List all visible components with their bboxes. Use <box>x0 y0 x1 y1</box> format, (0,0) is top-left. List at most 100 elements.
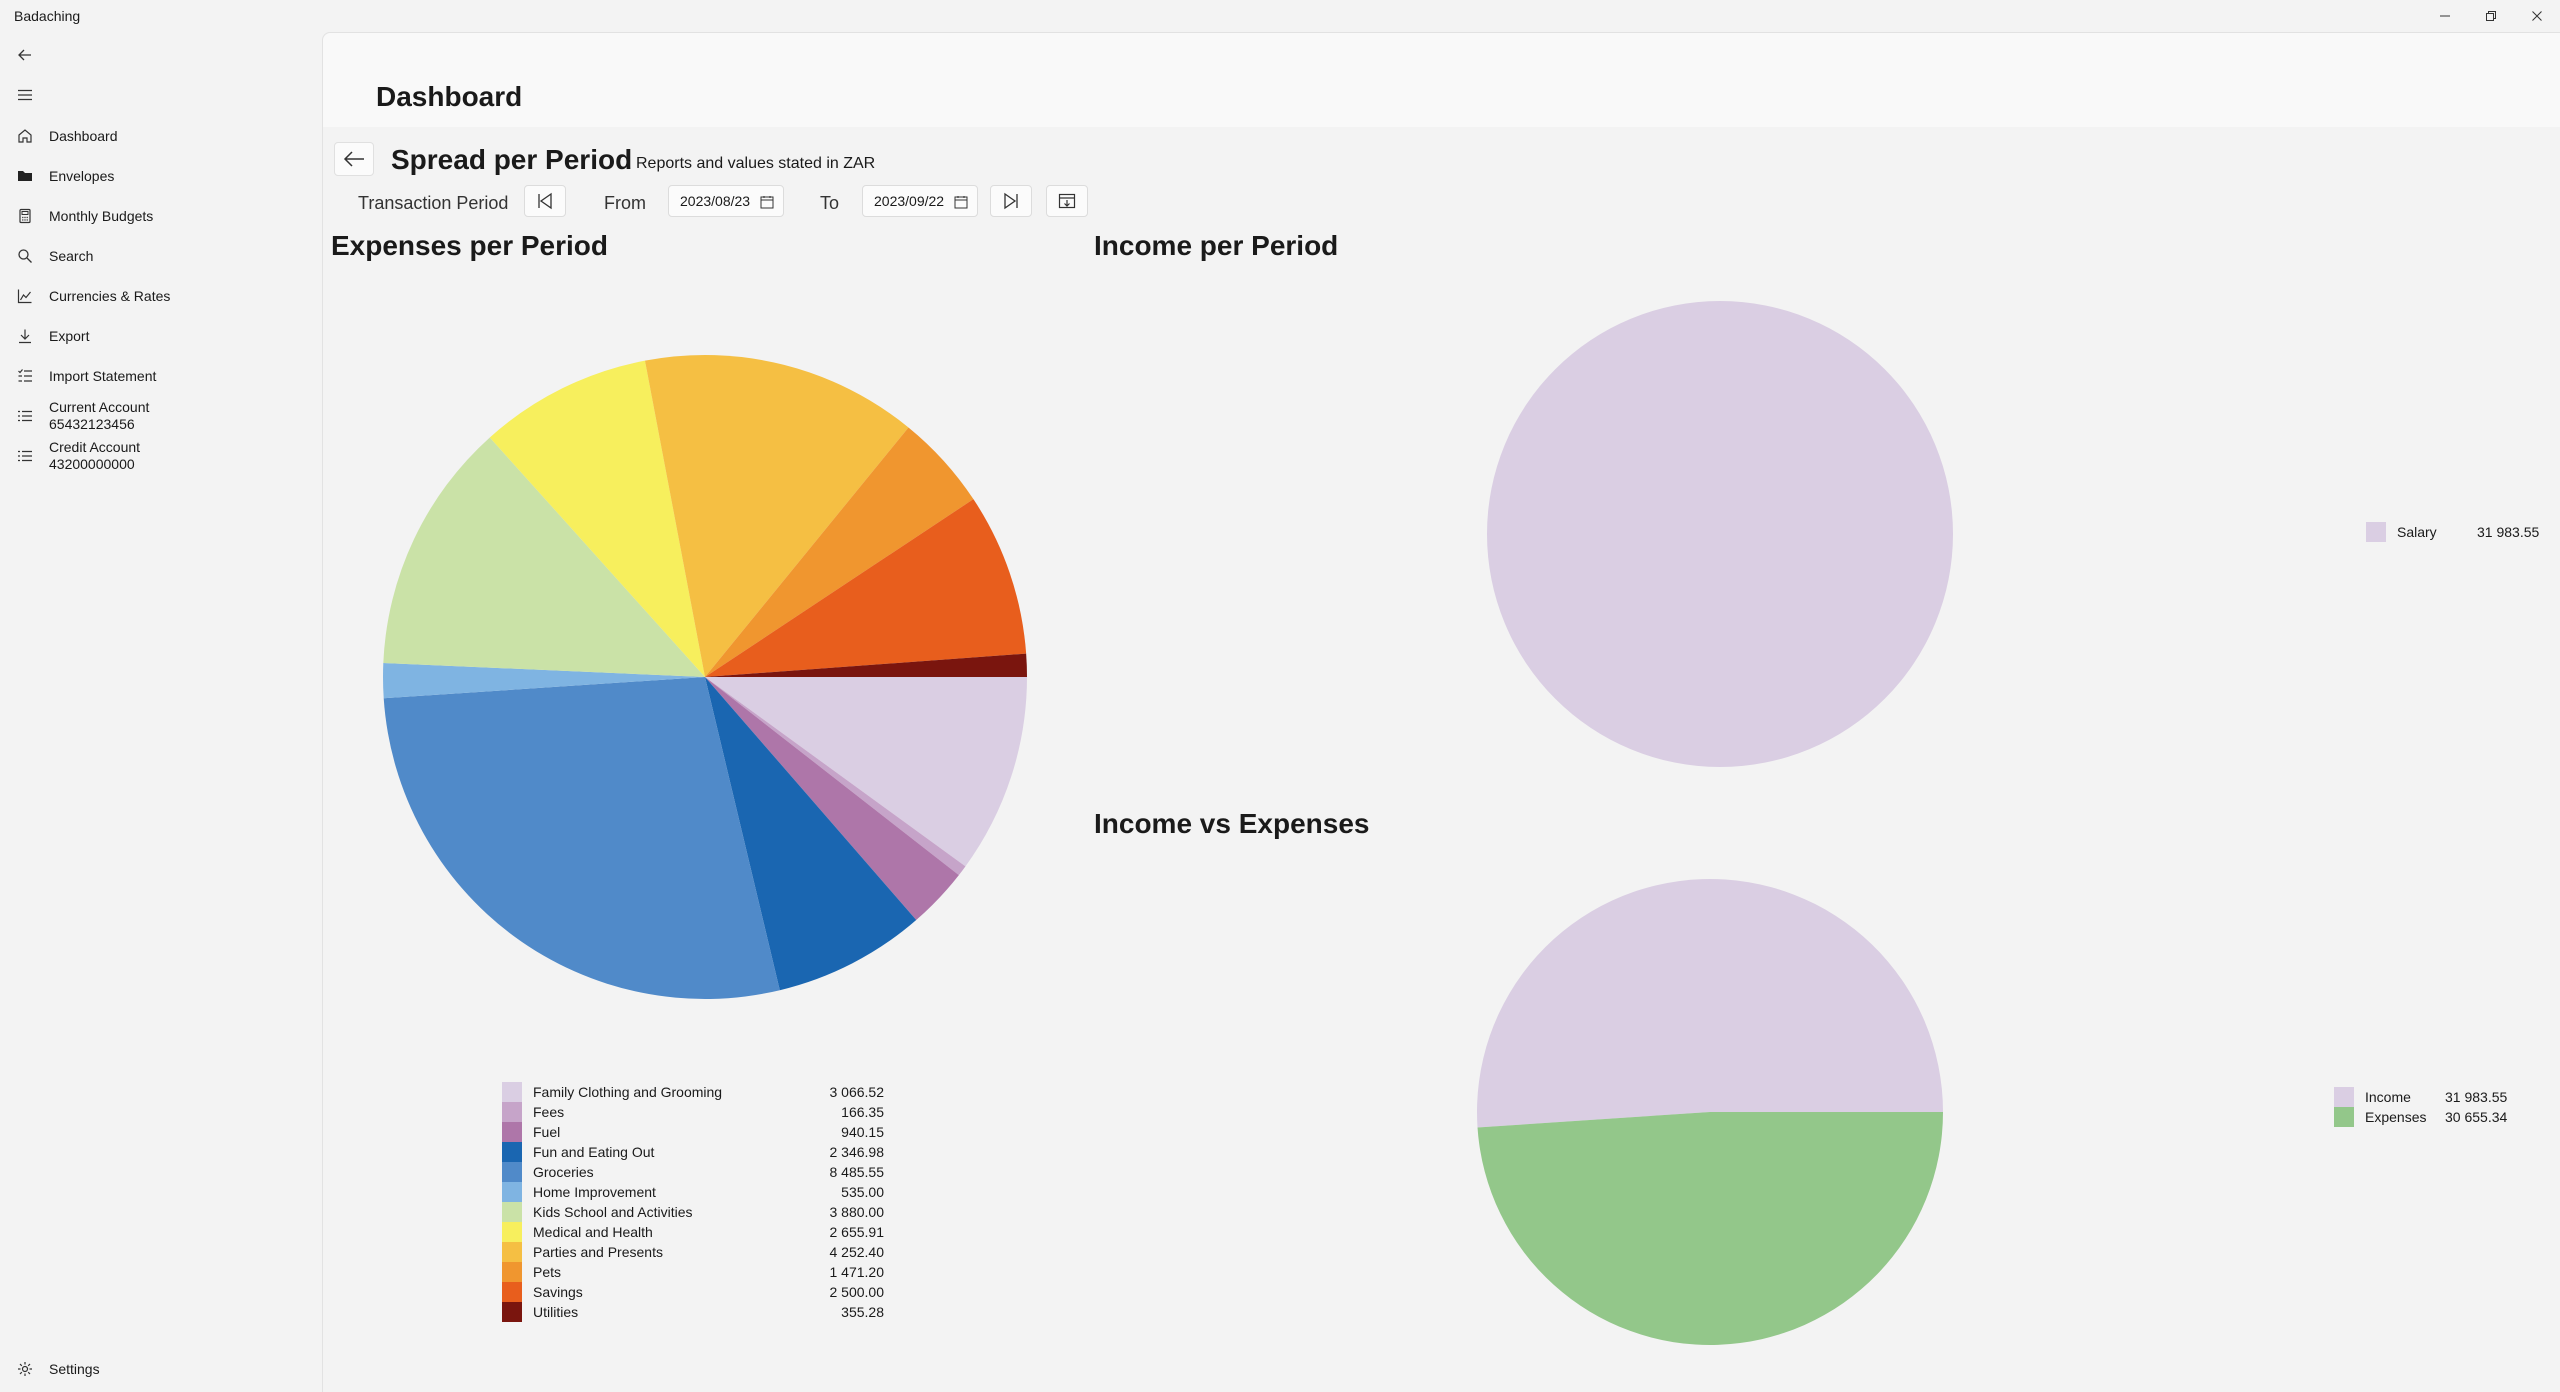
legend-swatch <box>502 1122 522 1142</box>
sidebar-item-dashboard[interactable]: Dashboard <box>0 117 322 155</box>
menu-toggle-button[interactable] <box>8 78 42 112</box>
list-icon <box>16 447 34 465</box>
legend-label: Parties and Presents <box>533 1244 663 1260</box>
sidebar-item-search[interactable]: Search <box>0 237 322 275</box>
legend-item-savings: Savings 2 500.00 <box>502 1282 884 1302</box>
import-list-icon <box>16 367 34 385</box>
pie-slice-home-improvement <box>383 662 705 699</box>
legend-value: 31 983.55 <box>2445 1089 2508 1105</box>
back-nav-button[interactable] <box>8 38 42 72</box>
restore-button[interactable] <box>2468 0 2514 32</box>
legend-swatch <box>502 1282 522 1302</box>
pie-slice-expenses <box>1477 1112 1943 1346</box>
sidebar-item-sublabel: 65432123456 <box>49 416 135 432</box>
sidebar-item-envelopes[interactable]: Envelopes <box>0 157 322 195</box>
sidebar-item-current-account[interactable]: Current Account 65432123456 <box>0 397 322 435</box>
to-date-picker[interactable]: 2023/09/22 <box>862 185 978 217</box>
sidebar-item-label: Settings <box>49 1360 100 1377</box>
legend-swatch <box>502 1262 522 1282</box>
section-title: Spread per Period <box>391 144 633 175</box>
legend-label: Expenses <box>2365 1109 2427 1125</box>
skip-forward-icon <box>1004 192 1018 210</box>
legend-value: 3 066.52 <box>829 1084 885 1100</box>
legend-value: 535.00 <box>841 1184 884 1200</box>
legend-label: Fuel <box>533 1124 561 1140</box>
sidebar-item-label: Envelopes <box>49 167 115 184</box>
sidebar-item-currencies[interactable]: Currencies & Rates <box>0 277 322 315</box>
sidebar-item-label: Credit Account <box>49 439 141 455</box>
legend-swatch <box>2334 1107 2354 1127</box>
legend-item-pets: Pets 1 471.20 <box>502 1262 884 1282</box>
sidebar-item-label: Export <box>49 327 90 344</box>
title-bar: Badaching <box>0 0 2560 32</box>
income-vs-expenses-chart-title: Income vs Expenses <box>1094 808 1370 839</box>
arrow-left-icon <box>18 49 31 61</box>
legend-label: Fun and Eating Out <box>533 1144 655 1160</box>
legend-value: 355.28 <box>841 1304 884 1320</box>
legend-value: 2 346.98 <box>829 1144 885 1160</box>
legend-item-salary: Salary 31 983.55 <box>2366 522 2539 542</box>
legend-value: 1 471.20 <box>829 1264 885 1280</box>
minimize-button[interactable] <box>2422 0 2468 32</box>
legend-label: Savings <box>533 1284 583 1300</box>
hamburger-icon <box>18 89 32 101</box>
legend-item-fuel: Fuel 940.15 <box>502 1122 884 1142</box>
restore-icon <box>2486 11 2496 21</box>
legend-label: Groceries <box>533 1164 594 1180</box>
legend-item-home-improvement: Home Improvement 535.00 <box>502 1182 884 1202</box>
legend-label: Income <box>2365 1089 2411 1105</box>
apply-period-button[interactable] <box>1046 185 1088 217</box>
download-icon <box>16 327 34 345</box>
pie-slice-income <box>1477 879 1943 1128</box>
pie-slice-salary <box>1487 301 1953 767</box>
legend-item-fun-and-eating-out: Fun and Eating Out 2 346.98 <box>502 1142 884 1162</box>
pie-slice-utilities <box>705 653 1027 677</box>
page-title: Dashboard <box>376 81 523 112</box>
chart-icon <box>16 287 34 305</box>
section-subtitle: Reports and values stated in ZAR <box>636 155 876 172</box>
legend-swatch <box>2366 522 2386 542</box>
legend-label: Utilities <box>533 1304 579 1320</box>
search-icon <box>16 247 34 265</box>
sidebar-item-export[interactable]: Export <box>0 317 322 355</box>
legend-item-fees: Fees 166.35 <box>502 1102 884 1122</box>
from-date-picker[interactable]: 2023/08/23 <box>668 185 784 217</box>
income-chart-title: Income per Period <box>1094 230 1339 261</box>
legend-value: 31 983.55 <box>2477 524 2540 540</box>
expenses-legend: Family Clothing and Grooming 3 066.52 Fees… <box>502 1082 884 1322</box>
sidebar-item-monthly-budgets[interactable]: Monthly Budgets <box>0 197 322 235</box>
legend-label: Pets <box>533 1264 562 1280</box>
expenses-chart-title: Expenses per Period <box>331 230 609 261</box>
from-date-value: 2023/08/23 <box>680 193 751 209</box>
legend-item-expenses: Expenses 30 655.34 <box>2334 1107 2507 1127</box>
legend-label: Kids School and Activities <box>533 1204 693 1220</box>
legend-label: Home Improvement <box>533 1184 656 1200</box>
sidebar-item-import-statement[interactable]: Import Statement <box>0 357 322 395</box>
legend-item-parties-and-presents: Parties and Presents 4 252.40 <box>502 1242 884 1262</box>
sidebar-item-credit-account[interactable]: Credit Account 43200000000 <box>0 437 322 475</box>
close-icon <box>2532 11 2542 21</box>
legend-swatch <box>502 1302 522 1322</box>
last-period-button[interactable] <box>990 185 1032 217</box>
home-icon <box>16 127 34 145</box>
first-period-button[interactable] <box>524 185 566 217</box>
pie-slice-fuel <box>705 677 959 921</box>
legend-swatch <box>502 1102 522 1122</box>
legend-swatch <box>502 1182 522 1202</box>
sidebar-item-label: Search <box>49 247 94 264</box>
legend-label: Medical and Health <box>533 1224 653 1240</box>
legend-item-groceries: Groceries 8 485.55 <box>502 1162 884 1182</box>
legend-value: 2 655.91 <box>829 1224 885 1240</box>
income-vs-expenses-pie-chart <box>1477 879 1943 1346</box>
sidebar-item-sublabel: 43200000000 <box>49 456 135 472</box>
section-back-button[interactable] <box>334 142 374 176</box>
legend-item-kids-school-and-activities: Kids School and Activities 3 880.00 <box>502 1202 884 1222</box>
sidebar-item-label: Currencies & Rates <box>49 287 171 304</box>
close-button[interactable] <box>2514 0 2560 32</box>
pie-slice-groceries <box>383 677 780 999</box>
pie-slice-savings <box>705 499 1027 677</box>
legend-item-family-clothing-and-grooming: Family Clothing and Grooming 3 066.52 <box>502 1082 884 1102</box>
sidebar-item-settings[interactable]: Settings <box>0 1350 322 1388</box>
from-label: From <box>604 193 646 213</box>
legend-item-utilities: Utilities 355.28 <box>502 1302 884 1322</box>
